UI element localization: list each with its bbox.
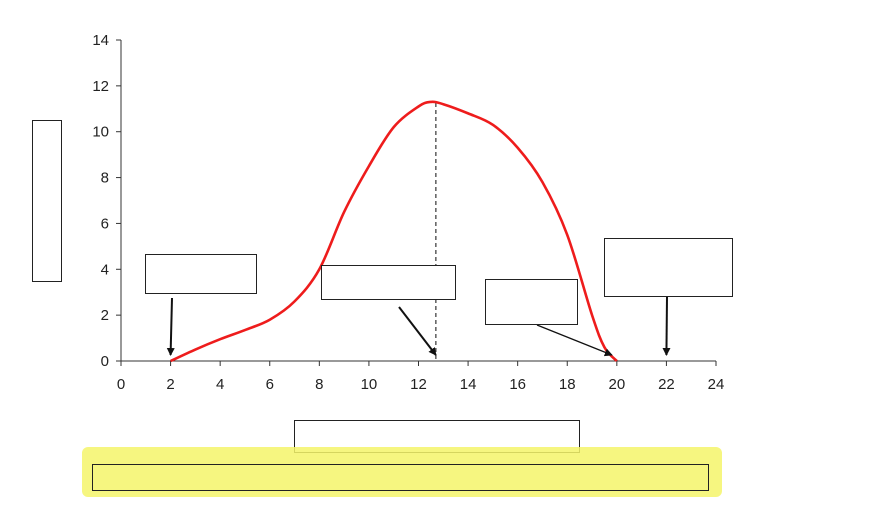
y-tick-label: 0: [101, 353, 109, 370]
x-tick-label: 20: [608, 376, 625, 393]
x-tick-label: 24: [708, 376, 725, 393]
ylabel-box: [32, 120, 62, 282]
annotation-box-2: [321, 265, 456, 300]
y-tick-label: 12: [92, 78, 109, 95]
x-tick-label: 18: [559, 376, 576, 393]
annotation-box-3: [485, 279, 578, 325]
annotation-arrow: [536, 324, 613, 357]
x-tick-label: 22: [658, 376, 675, 393]
axes: [116, 39, 717, 366]
series-line: [170, 100, 618, 363]
annotation-box-1: [145, 254, 257, 294]
y-tick-label: 10: [92, 124, 109, 141]
y-tick-label: 2: [101, 307, 109, 324]
y-tick-label: 8: [101, 170, 109, 187]
x-tick-label: 10: [361, 376, 378, 393]
y-tick-label: 4: [101, 261, 109, 278]
y-tick-label: 14: [92, 32, 109, 49]
annotation-arrow: [662, 296, 671, 356]
annotation-arrows: [166, 296, 671, 357]
highlight-band: [82, 447, 722, 497]
x-tick-label: 0: [117, 376, 125, 393]
x-tick-label: 12: [410, 376, 427, 393]
annotation-arrow: [166, 297, 175, 356]
annotation-arrow: [398, 306, 437, 356]
x-tick-label: 4: [216, 376, 224, 393]
x-tick-label: 16: [509, 376, 526, 393]
x-tick-label: 14: [460, 376, 477, 393]
x-tick-label: 2: [166, 376, 174, 393]
y-tick-label: 6: [101, 215, 109, 232]
annotation-box-4: [604, 238, 733, 297]
caption-box: [92, 464, 709, 491]
x-tick-label: 8: [315, 376, 323, 393]
x-tick-label: 6: [266, 376, 274, 393]
